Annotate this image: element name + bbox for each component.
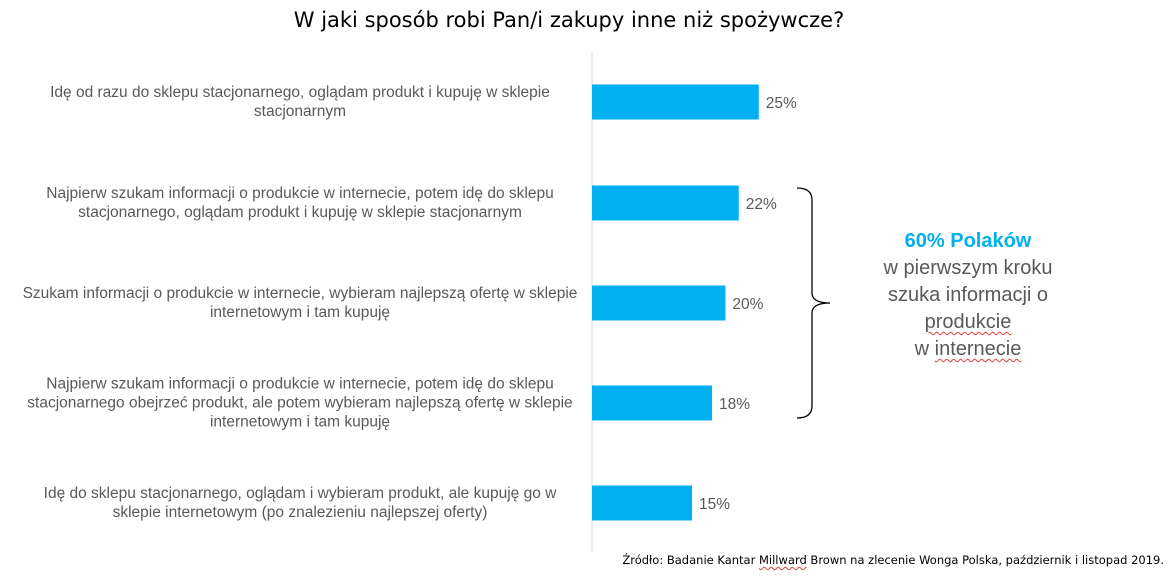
bar-5 <box>592 485 693 521</box>
bar-1 <box>592 84 759 120</box>
chart-title: W jaki sposób robi Pan/i zakupy inne niż… <box>293 8 845 32</box>
source-note: Źródło: Badanie Kantar Millward Brown na… <box>622 553 1164 567</box>
source-underlined: Millward <box>758 553 807 567</box>
callout-highlight: 60% Polaków <box>904 230 1032 252</box>
category-label-3: Szukam informacji o produkcie w internec… <box>22 285 578 321</box>
category-label-2: Najpierw szukam informacji o produkcie w… <box>46 185 554 221</box>
data-label-4: 18% <box>719 396 750 413</box>
callout-annotation: 60% Polaków w pierwszym kroku szuka info… <box>848 228 1088 363</box>
callout-line-4-word: internecie <box>934 338 1022 360</box>
callout-line-4-prefix: w <box>914 338 935 360</box>
category-label-5: Idę do sklepu stacjonarnego, oglądam i w… <box>43 485 557 521</box>
callout-line-2: szuka informacji o <box>887 284 1049 306</box>
data-label-5: 15% <box>699 496 730 513</box>
data-label-3: 20% <box>732 296 763 313</box>
category-label-1: Idę od razu do sklepu stacjonarnego, ogl… <box>50 84 550 120</box>
bar-4 <box>592 385 713 421</box>
bar-2 <box>592 185 739 221</box>
bars-group: 25% 22% 20% 18% 15% <box>592 84 797 521</box>
data-label-2: 22% <box>746 196 777 213</box>
data-label-1: 25% <box>766 95 797 112</box>
source-prefix: Źródło: Badanie Kantar <box>622 553 759 567</box>
callout-line-3: produkcie <box>924 311 1012 333</box>
source-suffix: Brown na zlecenie Wonga Polska, paździer… <box>806 553 1164 567</box>
bar-3 <box>592 285 726 321</box>
callout-line-1: w pierwszym kroku <box>883 257 1053 279</box>
category-label-4: Najpierw szukam informacji o produkcie w… <box>27 375 573 431</box>
